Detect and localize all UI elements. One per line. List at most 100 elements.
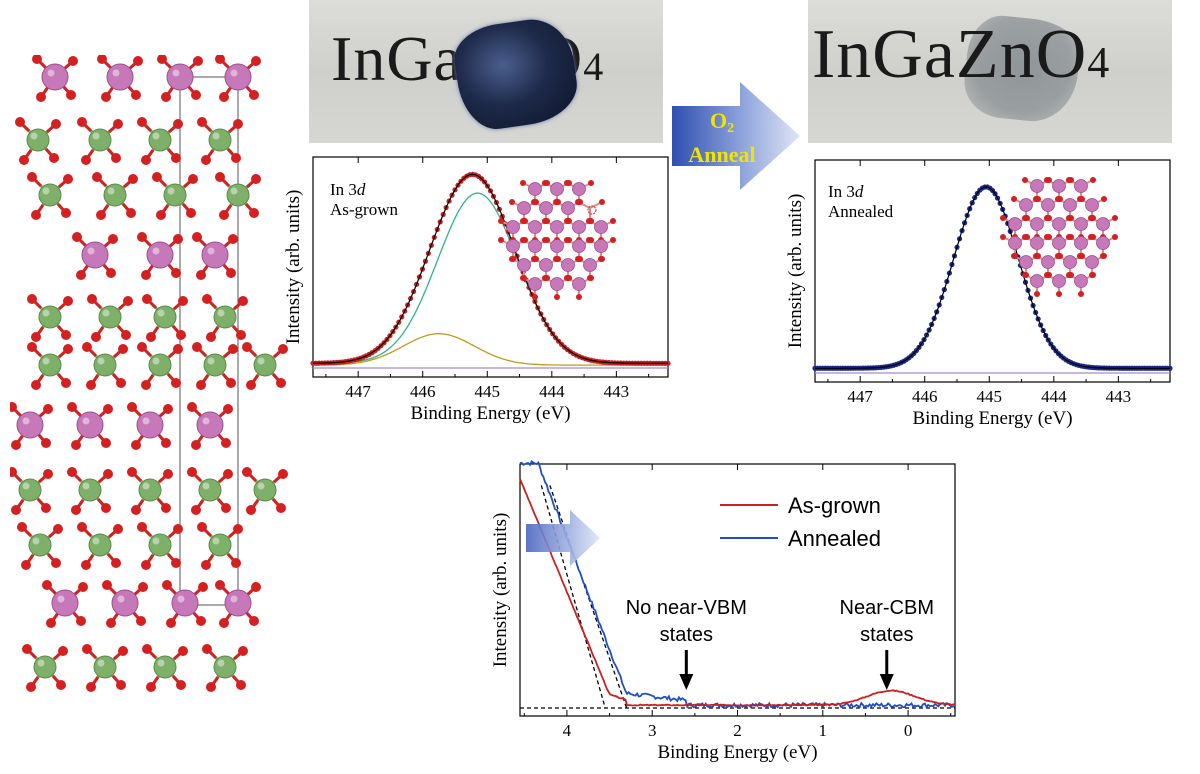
lattice-cation [528, 220, 542, 234]
oxygen-atom [123, 296, 133, 306]
as-grown-crystal-photo: InGaZnO4 [309, 0, 663, 143]
atom-highlight [47, 69, 55, 77]
atom-highlight [112, 69, 120, 77]
oxygen-atom [166, 618, 176, 628]
oxygen-atom [231, 153, 241, 163]
oxygen-atom [101, 92, 111, 102]
oxygen-atom [43, 404, 53, 414]
xps-annealed-annotation: In 3d Annealed [828, 182, 894, 221]
x-tick-label: 446 [912, 387, 938, 406]
lattice-oxygen [554, 294, 560, 300]
oxygen-atom [219, 210, 229, 220]
oxygen-atom [31, 210, 41, 220]
lattice-cation [561, 258, 575, 272]
oxygen-atom [131, 440, 141, 450]
oxygen-atom [102, 580, 112, 590]
xps-annealed-chart: 447 446 445 444 443 Binding Energy (eV) Intens… [785, 159, 1173, 429]
oxygen-atom [31, 380, 41, 390]
gallium-zinc-atom [26, 128, 50, 152]
oxygen-atom [126, 208, 136, 218]
atom-highlight [22, 482, 30, 490]
oxygen-atom [249, 208, 259, 218]
gallium-zinc-atom [38, 183, 62, 207]
gallium-zinc-atom [78, 478, 102, 502]
lattice-cation [594, 239, 608, 253]
oxygen-atom [113, 524, 123, 534]
oxygen-atom [27, 294, 37, 304]
atom-highlight [87, 247, 95, 255]
atom-highlight [202, 482, 210, 490]
lattice-oxygen [586, 237, 592, 243]
atom-highlight [97, 659, 105, 667]
lattice-oxygen [564, 275, 570, 281]
oxygen-atom [221, 503, 231, 513]
oxygen-atom [191, 440, 201, 450]
oxygen-atom [32, 55, 42, 64]
gallium-zinc-atom [38, 305, 62, 329]
oxygen-atom [206, 682, 216, 692]
oxygen-atom [128, 174, 138, 184]
atom-highlight [82, 417, 90, 425]
lattice-oxygen [520, 218, 526, 224]
oxygen-atom [71, 505, 81, 515]
oxygen-atom [176, 680, 186, 690]
photo-label-right: InGaZnO4 [812, 15, 1110, 95]
oxygen-atom [173, 344, 183, 354]
oxygen-atom [118, 344, 128, 354]
lattice-oxygen [576, 294, 582, 300]
oxygen-atom [171, 558, 181, 568]
gallium-zinc-atom [88, 533, 112, 557]
oxygen-atom [31, 332, 41, 342]
oxygen-atom [163, 404, 173, 414]
oxygen-atom [66, 90, 76, 100]
annealed-curve [519, 460, 956, 710]
oxygen-atom [15, 117, 25, 127]
oxygen-atom [161, 438, 171, 448]
lattice-oxygen [553, 256, 559, 262]
oxygen-atom [192, 342, 202, 352]
indium-atom [76, 411, 104, 439]
gallium-zinc-atom [148, 533, 172, 557]
lattice-oxygen [564, 237, 570, 243]
lattice-cation [1085, 255, 1099, 269]
atom-highlight [42, 309, 50, 317]
indium-atom [166, 63, 194, 91]
x-tick-label: 2 [733, 721, 742, 740]
plot-frame [312, 156, 669, 378]
oxygen-atom [171, 378, 181, 388]
valence-band-chart: 4 3 2 1 0 Binding Energy (eV) Intensity (arb. … [490, 460, 956, 763]
oxygen-atom [196, 270, 206, 280]
atom-highlight [157, 659, 165, 667]
gallium-zinc-atom [208, 128, 232, 152]
oxygen-atom [141, 270, 151, 280]
pointer-arrow-head-icon [879, 674, 894, 690]
oxygen-atom [249, 90, 259, 100]
x-tick-label: 447 [847, 387, 873, 406]
atom-highlight [152, 132, 160, 140]
atom-highlight [42, 187, 50, 195]
oxygen-atom [141, 380, 151, 390]
lattice-oxygen [1022, 234, 1028, 240]
lattice-cation [1085, 198, 1099, 212]
oxygen-atom [251, 56, 261, 66]
indium-atom [81, 241, 109, 269]
lattice-oxygen [520, 275, 526, 281]
lattice-oxygen [610, 237, 616, 243]
oxygen-atom [136, 616, 146, 626]
atom-highlight [152, 537, 160, 545]
lattice-cation [1030, 274, 1044, 288]
lattice-oxygen [1033, 253, 1039, 259]
atom-highlight [152, 357, 160, 365]
gallium-zinc-atom [93, 353, 117, 377]
oxygen-atom [171, 268, 181, 278]
oxygen-atom [138, 582, 148, 592]
oxygen-atom [27, 172, 37, 182]
annealed-crystal-photo: InGaZnO4 [808, 0, 1172, 143]
indium-atom [196, 411, 224, 439]
x-tick-label: 1 [819, 721, 828, 740]
atom-highlight [217, 309, 225, 317]
lattice-cation [561, 201, 575, 215]
oxygen-atom [108, 234, 118, 244]
lattice-cation [528, 277, 542, 291]
oxygen-atom [36, 92, 46, 102]
